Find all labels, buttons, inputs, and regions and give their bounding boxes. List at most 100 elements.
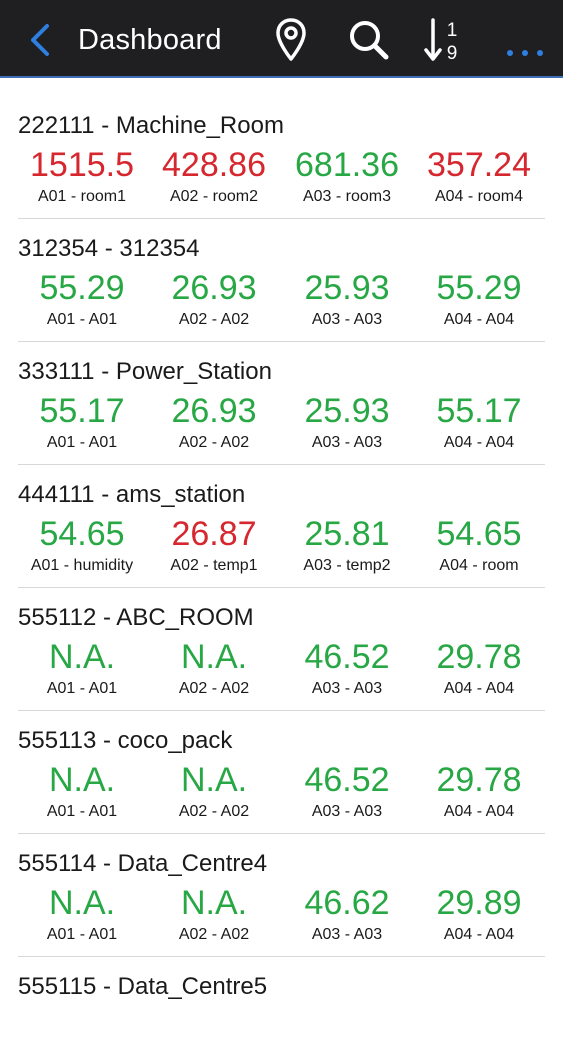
- reading-value: 26.93: [171, 269, 257, 307]
- row-divider: [18, 833, 545, 834]
- reading: 54.65 A04 - room: [413, 513, 545, 577]
- reading-label: A01 - A01: [46, 434, 118, 451]
- list-item[interactable]: 555113 - coco_pack N.A. A01 - A01 N.A. A02…: [0, 695, 563, 834]
- reading-label: A02 - A02: [178, 680, 250, 697]
- search-button[interactable]: [344, 14, 394, 66]
- device-title: 555115 - Data_Centre5: [18, 973, 268, 1000]
- row-divider: [18, 218, 545, 219]
- reading: N.A. A02 - A02: [148, 882, 280, 946]
- reading: 428.86 A02 - room2: [148, 144, 280, 208]
- reading: 26.93 A02 - A02: [148, 267, 280, 331]
- list-item[interactable]: 222111 - Machine_Room 1515.5 A01 - room1 …: [0, 80, 563, 219]
- reading-value: 55.29: [436, 269, 522, 307]
- reading-label: A04 - A04: [443, 311, 515, 328]
- device-title: 555114 - Data_Centre4: [18, 850, 268, 877]
- reading-value: 357.24: [427, 146, 531, 184]
- device-title: 333111 - Power_Station: [18, 358, 272, 385]
- reading-value: 25.81: [304, 515, 390, 553]
- reading-label: A02 - A02: [178, 803, 250, 820]
- page-title: Dashboard: [78, 24, 222, 56]
- reading-value: 1515.5: [30, 146, 134, 184]
- reading: 357.24 A04 - room4: [413, 144, 545, 208]
- row-divider: [18, 464, 545, 465]
- reading: 26.93 A02 - A02: [148, 390, 280, 454]
- row-divider: [18, 341, 545, 342]
- reading-label: A01 - room1: [37, 188, 127, 205]
- reading-label: A04 - A04: [443, 803, 515, 820]
- reading-value: N.A.: [48, 761, 116, 799]
- search-icon: [350, 21, 389, 60]
- device-title: 222111 - Machine_Room: [18, 112, 284, 139]
- device-title: 312354 - 312354: [18, 235, 200, 262]
- list-item[interactable]: 555115 - Data_Centre5: [0, 941, 563, 1064]
- list-item[interactable]: 444111 - ams_station 54.65 A01 - humidity…: [0, 449, 563, 588]
- reading: 29.78 A04 - A04: [413, 759, 545, 823]
- reading-value: 46.52: [304, 638, 390, 676]
- list-item[interactable]: 333111 - Power_Station 55.17 A01 - A01 26…: [0, 326, 563, 465]
- reading: 29.89 A04 - A04: [413, 882, 545, 946]
- list-item[interactable]: 555114 - Data_Centre4 N.A. A01 - A01 N.A.…: [0, 818, 563, 957]
- reading: 29.78 A04 - A04: [413, 636, 545, 700]
- sort-numeric-icon: 1 9: [424, 18, 458, 64]
- reading-value: 29.78: [436, 638, 522, 676]
- list-item[interactable]: 555112 - ABC_ROOM N.A. A01 - A01 N.A. A02 …: [0, 572, 563, 711]
- reading-label: A03 - room3: [302, 188, 392, 205]
- reading-label: A03 - A03: [311, 803, 383, 820]
- list-item[interactable]: 312354 - 312354 55.29 A01 - A01 26.93 A02 …: [0, 203, 563, 342]
- reading-value: 428.86: [162, 146, 266, 184]
- svg-text:9: 9: [447, 43, 458, 64]
- reading-label: A01 - A01: [46, 680, 118, 697]
- reading-value: N.A.: [180, 884, 248, 922]
- reading-value: 681.36: [295, 146, 399, 184]
- reading-value: 55.17: [39, 392, 125, 430]
- reading-label: A04 - A04: [443, 680, 515, 697]
- reading: 55.17 A01 - A01: [16, 390, 148, 454]
- reading-label: A04 - room: [439, 557, 519, 574]
- sort-button[interactable]: 1 9: [420, 14, 470, 66]
- location-icon: [276, 18, 306, 61]
- more-icon: [507, 50, 543, 56]
- device-title: 555113 - coco_pack: [18, 727, 233, 754]
- reading-label: A02 - temp1: [170, 557, 258, 574]
- reading: N.A. A01 - A01: [16, 882, 148, 946]
- reading: 55.29 A01 - A01: [16, 267, 148, 331]
- back-icon: [31, 24, 49, 56]
- reading-label: A02 - A02: [178, 926, 250, 943]
- reading-label: A04 - room4: [434, 188, 524, 205]
- device-title: 444111 - ams_station: [18, 481, 246, 508]
- reading-value: N.A.: [180, 638, 248, 676]
- reading-label: A03 - A03: [311, 311, 383, 328]
- reading: 25.93 A03 - A03: [281, 390, 413, 454]
- row-divider: [18, 956, 545, 957]
- reading: N.A. A02 - A02: [148, 759, 280, 823]
- reading-value: 25.93: [304, 269, 390, 307]
- reading: 25.93 A03 - A03: [281, 267, 413, 331]
- more-button[interactable]: [500, 14, 550, 66]
- reading: N.A. A02 - A02: [148, 636, 280, 700]
- reading-value: N.A.: [48, 638, 116, 676]
- reading-value: 46.52: [304, 761, 390, 799]
- reading-value: 26.87: [171, 515, 257, 553]
- device-title: 555112 - ABC_ROOM: [18, 604, 254, 631]
- back-button[interactable]: [20, 18, 60, 62]
- reading-label: A04 - A04: [443, 434, 515, 451]
- reading-value: 25.93: [304, 392, 390, 430]
- row-divider: [18, 710, 545, 711]
- reading-value: 55.29: [39, 269, 125, 307]
- reading: 55.17 A04 - A04: [413, 390, 545, 454]
- reading-label: A01 - humidity: [30, 557, 134, 574]
- reading-value: N.A.: [48, 884, 116, 922]
- reading-label: A03 - A03: [311, 680, 383, 697]
- row-divider: [18, 587, 545, 588]
- reading-value: 29.78: [436, 761, 522, 799]
- location-button[interactable]: [268, 14, 314, 66]
- reading-label: A02 - room2: [169, 188, 259, 205]
- reading: 46.52 A03 - A03: [281, 759, 413, 823]
- reading-label: A03 - A03: [311, 434, 383, 451]
- reading-value: N.A.: [180, 761, 248, 799]
- reading: 681.36 A03 - room3: [281, 144, 413, 208]
- reading-label: A01 - A01: [46, 311, 118, 328]
- reading: 1515.5 A01 - room1: [16, 144, 148, 208]
- reading: 54.65 A01 - humidity: [16, 513, 148, 577]
- reading: 25.81 A03 - temp2: [281, 513, 413, 577]
